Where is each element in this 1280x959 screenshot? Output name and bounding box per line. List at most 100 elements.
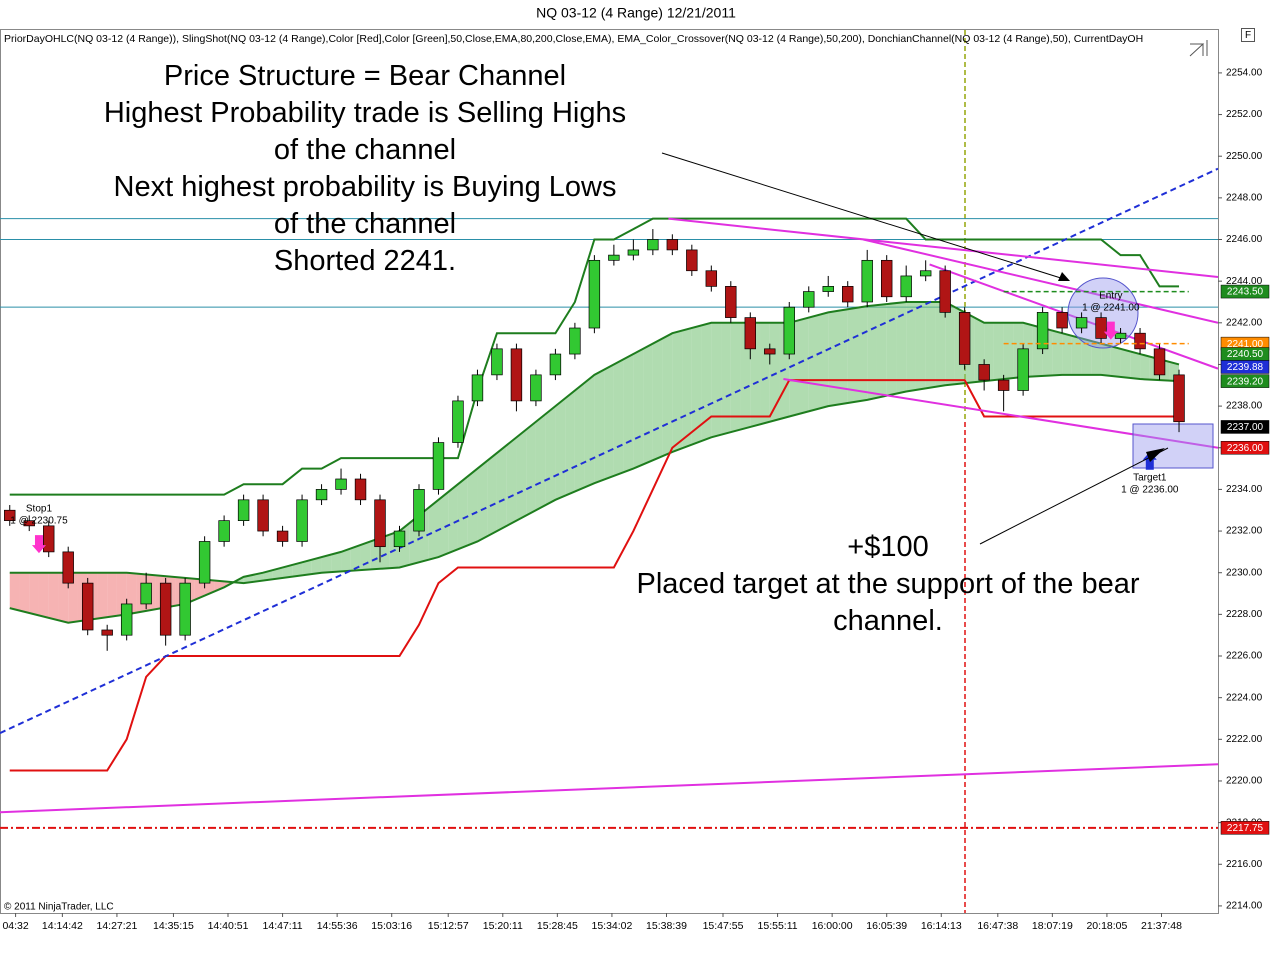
candle-body xyxy=(822,286,834,292)
candle-body xyxy=(237,499,250,521)
crossover-fill xyxy=(1110,346,1121,377)
candle-body xyxy=(939,270,951,313)
crossover-fill xyxy=(311,557,322,575)
x-tick-label: 15:34:02 xyxy=(591,920,632,932)
price-marker-label: 2239.20 xyxy=(1227,376,1264,387)
crossover-fill xyxy=(1081,338,1092,375)
crossover-fill xyxy=(194,578,205,600)
panel-button[interactable]: F xyxy=(1245,30,1251,41)
annotation-line: Shorted 2241. xyxy=(273,245,457,277)
x-tick-label: 15:55:11 xyxy=(758,920,798,932)
annotation-line: +$100 xyxy=(847,531,929,563)
crossover-fill xyxy=(457,476,468,550)
crossover-fill xyxy=(740,322,751,430)
annotation-line: Highest Probability trade is Selling Hig… xyxy=(103,97,627,129)
crossover-fill xyxy=(302,559,312,576)
candle-body xyxy=(861,259,873,303)
candle-body xyxy=(666,239,679,251)
annotation-arrow xyxy=(979,447,1169,545)
crossover-fill xyxy=(915,301,926,390)
candle-body xyxy=(1134,332,1146,350)
crossover-fill xyxy=(993,322,1004,381)
crossover-fill xyxy=(574,382,585,492)
candle-body xyxy=(198,541,211,584)
x-tick-label: 16:47:38 xyxy=(977,920,1018,932)
x-tick-label: 16:14:13 xyxy=(921,920,962,932)
crossover-fill xyxy=(9,572,20,611)
candle-body xyxy=(491,348,503,376)
scroll-icon[interactable] xyxy=(1189,40,1208,57)
crossover-fill xyxy=(652,338,663,461)
candle-body xyxy=(432,442,445,490)
candle-body xyxy=(62,551,74,584)
x-tick-label: 21:37:48 xyxy=(1141,920,1182,932)
annotation-top: Price Structure = Bear Channel Highest P… xyxy=(60,58,670,280)
order-label: 1 @ 2230.75 xyxy=(10,516,68,527)
candle-body xyxy=(588,259,601,329)
x-tick-label: 16:05:39 xyxy=(866,920,907,932)
crossover-fill xyxy=(535,413,546,511)
price-marker xyxy=(1220,420,1270,434)
crossover-fill xyxy=(818,312,829,409)
y-tick-label: 2252.00 xyxy=(1226,109,1263,120)
candle-body xyxy=(1036,312,1049,350)
crossover-fill xyxy=(935,301,946,387)
candle-body xyxy=(1173,374,1185,423)
y-tick-label: 2222.00 xyxy=(1226,734,1263,745)
donchian-line xyxy=(9,217,1180,496)
candle-body xyxy=(315,489,328,501)
crossover-fill xyxy=(808,314,819,412)
crossover-fill xyxy=(1140,354,1150,380)
copyright: © 2011 NinjaTrader, LLC xyxy=(4,902,114,913)
trendline xyxy=(863,238,1218,324)
crossover-fill xyxy=(857,306,868,402)
order-arrow xyxy=(1103,321,1118,340)
arrow-head xyxy=(1146,448,1165,462)
panel-button-box[interactable] xyxy=(1241,28,1255,42)
candle-body xyxy=(1075,317,1088,329)
y-tick-label: 2250.00 xyxy=(1226,151,1263,162)
y-tick-label: 2254.00 xyxy=(1226,68,1263,79)
crossover-fill xyxy=(448,484,458,554)
candle-body xyxy=(725,286,737,318)
crossover-fill xyxy=(19,572,30,613)
candle-body xyxy=(1056,312,1068,329)
candle-body xyxy=(647,239,659,251)
crossover-fill xyxy=(701,322,712,441)
candle-body xyxy=(413,489,425,532)
x-tick-label: 15:28:45 xyxy=(537,920,578,932)
trendline xyxy=(783,378,1218,449)
candle-body xyxy=(744,317,756,350)
candle-body xyxy=(296,499,308,542)
crossover-fill xyxy=(360,541,371,571)
trendline xyxy=(0,167,1218,734)
crossover-fill xyxy=(292,562,303,577)
x-tick-label: 14:27:21 xyxy=(96,920,137,932)
crossover-fill xyxy=(1062,333,1072,375)
order-label: 1 @ 2236.00 xyxy=(1121,484,1179,495)
crossover-fill xyxy=(1003,322,1014,380)
crossover-fill xyxy=(516,429,527,521)
crossover-fill xyxy=(496,445,507,532)
price-marker-label: 2240.50 xyxy=(1227,349,1264,360)
crossover-fill xyxy=(760,322,770,425)
crossover-fill xyxy=(350,544,361,571)
crossover-fill xyxy=(107,572,117,618)
crossover-fill xyxy=(58,572,69,623)
crossover-fill xyxy=(341,548,351,572)
x-tick-label: 14:47:11 xyxy=(263,920,303,932)
crossover-fill xyxy=(867,305,877,400)
crossover-fill xyxy=(565,390,575,496)
crossover-fill xyxy=(730,322,741,433)
candle-body xyxy=(452,400,464,443)
annotation-line: of the channel xyxy=(273,134,457,166)
y-tick-label: 2224.00 xyxy=(1226,692,1263,703)
crossover-fill xyxy=(545,406,556,506)
crossover-fill xyxy=(68,572,78,623)
candle-body xyxy=(1017,348,1029,391)
x-tick-label: 15:38:39 xyxy=(646,920,687,932)
crossover-fill xyxy=(97,572,108,619)
crossover-fill xyxy=(886,303,897,396)
crossover-fill xyxy=(906,301,916,392)
